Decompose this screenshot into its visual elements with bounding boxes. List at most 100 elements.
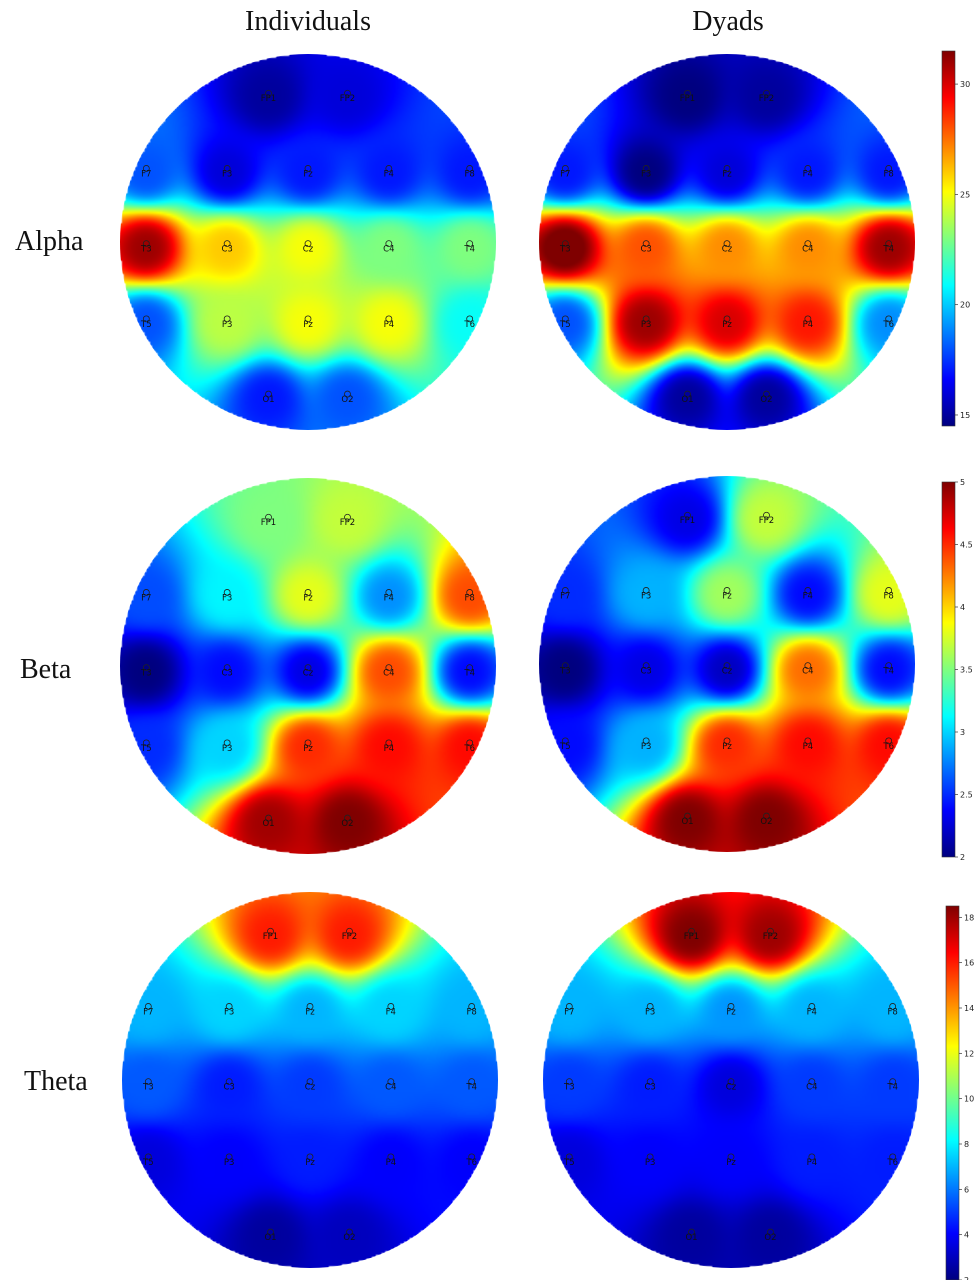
colorbar-gradient <box>941 50 956 427</box>
electrode-marker-t6 <box>466 315 474 323</box>
electrode-marker-fp1 <box>265 89 272 97</box>
electrode-label-t4: T4 <box>463 245 475 255</box>
colorbar-tick-label: 2.5 <box>960 791 973 800</box>
electrode-marker-c3 <box>642 240 650 248</box>
electrode-marker-c4 <box>387 1078 395 1086</box>
electrode-marker-t6 <box>468 1153 476 1161</box>
electrode-marker-pz <box>304 739 312 747</box>
colorbar-tick-label: 10 <box>964 1095 974 1104</box>
electrode-marker-c4 <box>385 664 393 672</box>
electrode-marker-t3 <box>144 1078 152 1086</box>
electrode-label-fp2: FP2 <box>340 94 355 104</box>
electrode-marker-t6 <box>466 739 474 747</box>
electrode-label-t5: T5 <box>559 742 571 752</box>
electrode-label-p3: P3 <box>224 1158 235 1168</box>
electrode-marker-pz <box>727 1153 735 1161</box>
electrode-label-cz: Cz <box>722 245 733 255</box>
electrode-marker-o2 <box>767 1228 774 1236</box>
electrode-label-c4: C4 <box>806 1083 817 1093</box>
electrode-label-f3: F3 <box>641 169 651 179</box>
electrode-label-p3: P3 <box>222 744 233 754</box>
electrode-label-f3: F3 <box>222 169 232 179</box>
electrode-label-cz: Cz <box>303 669 314 679</box>
electrode-label-c4: C4 <box>802 667 813 677</box>
electrode-marker-t3 <box>142 664 150 672</box>
electrode-marker-fz <box>727 1003 735 1010</box>
alpha-individuals-topomap: FP1 FP2 F7 F3 Fz F4 F8 T3 C3 Cz C4 T4 T5 P3 Pz P4 T6 O1 O2 <box>120 54 496 430</box>
electrode-marker-t3 <box>142 240 150 248</box>
colorbar-gradient <box>941 481 956 858</box>
electrode-label-t5: T5 <box>140 320 152 330</box>
electrode-label-f4: F4 <box>807 1007 817 1017</box>
electrode-marker-t4 <box>466 240 474 248</box>
colorbar-tick-label: 4.5 <box>960 541 973 550</box>
electrode-marker-f8 <box>889 1003 897 1010</box>
alpha-colorbar: 15 20 25 30 <box>941 50 970 427</box>
electrode-label-t4: T4 <box>465 1083 477 1093</box>
electrode-label-t4: T4 <box>882 245 894 255</box>
electrode-label-c3: C3 <box>644 1083 655 1093</box>
electrode-marker-f3 <box>646 1003 654 1010</box>
electrode-label-cz: Cz <box>305 1083 316 1093</box>
colorbar-tick-label: 4 <box>960 603 965 612</box>
electrode-marker-f3 <box>642 165 650 172</box>
electrode-marker-fz <box>306 1003 314 1010</box>
electrode-marker-o1 <box>684 390 691 398</box>
electrode-label-t3: T3 <box>142 1083 154 1093</box>
electrode-label-p3: P3 <box>645 1158 656 1168</box>
electrode-marker-fp2 <box>346 927 353 935</box>
electrode-label-f7: F7 <box>143 1007 153 1017</box>
electrode-marker-o1 <box>265 390 272 398</box>
electrode-label-t3: T3 <box>559 667 571 677</box>
electrode-marker-f7 <box>561 165 569 172</box>
electrode-label-p4: P4 <box>384 320 395 330</box>
electrode-marker-f7 <box>144 1003 152 1010</box>
colorbar-tick-label: 30 <box>960 80 970 89</box>
electrode-label-pz: Pz <box>726 1158 736 1168</box>
electrode-marker-f7 <box>565 1003 573 1010</box>
electrode-label-p4: P4 <box>384 744 395 754</box>
electrode-label-fp2: FP2 <box>342 932 357 942</box>
electrode-label-t5: T5 <box>559 320 571 330</box>
electrode-label-t5: T5 <box>140 744 152 754</box>
electrode-label-o1: O1 <box>681 395 693 405</box>
row-label-beta: Beta <box>20 654 72 685</box>
electrode-marker-fz <box>723 165 731 172</box>
electrode-marker-fp1 <box>265 513 272 521</box>
electrode-marker-o2 <box>346 1228 353 1236</box>
electrode-marker-cz <box>723 662 731 670</box>
column-title-individuals: Individuals <box>245 6 371 37</box>
electrode-label-o1: O1 <box>262 395 274 405</box>
electrode-marker-o2 <box>344 390 351 398</box>
electrode-label-t5: T5 <box>142 1158 154 1168</box>
colorbar-tick-label: 20 <box>960 301 970 310</box>
electrode-marker-t4 <box>885 240 893 248</box>
electrode-label-f4: F4 <box>384 593 394 603</box>
electrode-marker-f8 <box>885 165 893 172</box>
electrode-marker-t6 <box>885 737 893 745</box>
electrode-label-o1: O1 <box>681 817 693 827</box>
theta-dyads-heatmap <box>543 892 919 1268</box>
electrode-marker-f3 <box>223 589 231 596</box>
colorbar-tick-label: 2 <box>964 1276 969 1280</box>
electrode-label-pz: Pz <box>303 320 313 330</box>
colorbar-tick-label: 2 <box>960 853 965 862</box>
electrode-marker-c4 <box>385 240 393 248</box>
electrode-label-c3: C3 <box>223 1083 234 1093</box>
electrode-marker-t5 <box>142 739 150 747</box>
colorbar-tick-label: 18 <box>964 913 974 922</box>
electrode-marker-f7 <box>142 589 150 596</box>
electrode-label-f4: F4 <box>803 591 813 601</box>
beta-individuals-topomap: FP1 FP2 F7 F3 Fz F4 F8 T3 C3 Cz C4 T4 T5 P3 Pz P4 T6 O1 O2 <box>120 478 496 854</box>
beta-colorbar: 2 2.5 3 3.5 4 4.5 5 <box>941 478 973 862</box>
electrode-label-fz: Fz <box>722 169 732 179</box>
electrode-label-fz: Fz <box>303 593 313 603</box>
electrode-label-p3: P3 <box>641 742 652 752</box>
electrode-marker-f4 <box>385 589 393 596</box>
electrode-marker-o1 <box>265 814 272 822</box>
electrode-marker-pz <box>306 1153 314 1161</box>
electrode-marker-fp1 <box>688 927 695 935</box>
electrode-marker-p3 <box>642 737 650 745</box>
electrode-label-pz: Pz <box>305 1158 315 1168</box>
alpha-dyads-heatmap <box>539 54 915 430</box>
